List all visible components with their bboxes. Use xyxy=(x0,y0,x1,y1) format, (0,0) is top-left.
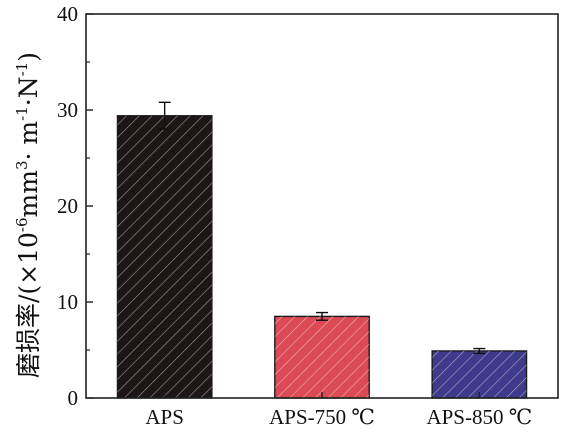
ylabel-prefix: 磨损率/(×10 xyxy=(14,232,43,378)
ylabel-exp1: -6 xyxy=(13,217,31,232)
y-tick-label: 40 xyxy=(57,2,78,26)
x-tick-label: APS xyxy=(145,405,184,429)
y-tick-label: 0 xyxy=(68,386,79,410)
ylabel-suffix: ) xyxy=(14,52,43,62)
bar-hatch xyxy=(274,316,370,398)
ylabel-mid2: · m xyxy=(14,121,43,161)
x-axis: APS APS-750 ℃ APS-850 ℃ xyxy=(145,392,532,429)
y-tick-label: 30 xyxy=(57,98,78,122)
bar-hatch xyxy=(432,350,527,398)
bar-hatch xyxy=(117,115,212,398)
y-tick-label: 10 xyxy=(57,290,78,314)
ylabel-mid3: ·N xyxy=(14,76,43,106)
ylabel-exp3: -1 xyxy=(13,106,31,121)
error-bars-group xyxy=(158,101,486,355)
x-tick-label: APS-850 ℃ xyxy=(426,405,532,429)
ylabel-exp2: 3 xyxy=(13,160,31,170)
ylabel-exp4: -1 xyxy=(13,62,31,77)
y-tick-label: 20 xyxy=(57,194,78,218)
ylabel-mid1: mm xyxy=(14,170,43,218)
y-axis: 0 10 20 30 40 xyxy=(57,2,93,410)
x-tick-label: APS-750 ℃ xyxy=(269,405,375,429)
y-axis-label: 磨损率/(×10-6mm3· m-1·N-1) xyxy=(13,52,43,378)
bars-group xyxy=(116,115,528,399)
